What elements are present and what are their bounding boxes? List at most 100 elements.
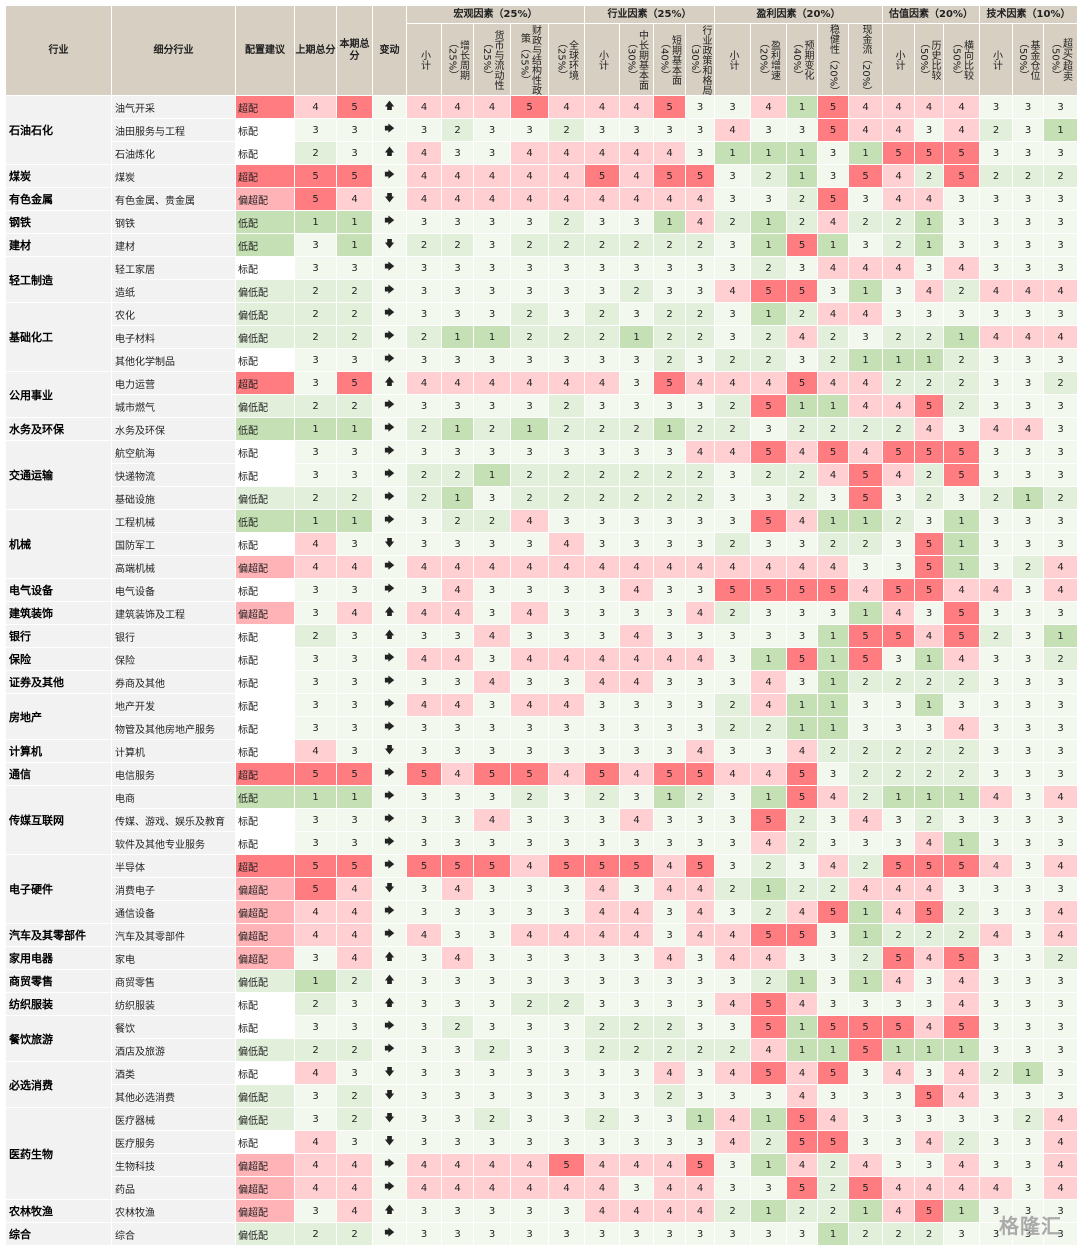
prev-score: 3 <box>295 119 337 141</box>
factor-score: 5 <box>751 1062 787 1084</box>
factor-score: 3 <box>549 1085 585 1107</box>
table-row: 半导体 超配 5 5 🡆 5 5 5 4 5 5 5 4 5 3 2 3 4 2 5 5 5 4 3 4 <box>6 855 1078 878</box>
factor-score: 3 <box>585 119 620 141</box>
factor-score: 3 <box>654 280 686 302</box>
factor-score: 2 <box>883 924 915 946</box>
factor-score: 4 <box>915 1177 944 1199</box>
factor-score: 4 <box>883 1177 915 1199</box>
factor-score: 4 <box>849 878 883 900</box>
factor-score: 4 <box>654 947 686 969</box>
change-right-arrow-icon: 🡆 <box>373 211 407 233</box>
factor-score: 4 <box>549 533 585 555</box>
factor-score: 3 <box>442 786 474 808</box>
factor-score: 2 <box>620 418 654 440</box>
factor-score: 3 <box>620 1108 654 1130</box>
factor-score: 2 <box>715 211 751 233</box>
table-row: 物管及其他房地产服务 标配 3 3 🡆 3 3 3 3 3 3 3 3 3 2 2 1 1 3 3 3 4 3 3 3 <box>6 717 1078 740</box>
factor-score: 3 <box>511 1039 549 1061</box>
factor-score: 5 <box>751 441 787 463</box>
factor-score: 3 <box>585 602 620 624</box>
factor-score: 3 <box>511 878 549 900</box>
factor-score: 4 <box>751 671 787 693</box>
change-up-arrow-icon: 🡅 <box>373 372 407 394</box>
curr-score: 3 <box>337 533 373 555</box>
factor-score: 1 <box>849 280 883 302</box>
factor-score: 3 <box>944 418 980 440</box>
factor-score: 4 <box>407 602 442 624</box>
factor-score: 3 <box>980 303 1013 325</box>
factor-score: 4 <box>751 1039 787 1061</box>
factor-score: 3 <box>549 1108 585 1130</box>
factor-score: 3 <box>980 763 1013 785</box>
table-row: 药品 偏超配 4 4 🡆 4 4 4 4 4 4 3 4 4 3 3 5 2 5 4 4 4 4 3 4 <box>6 1177 1078 1200</box>
factor-score: 3 <box>980 832 1013 854</box>
sub-industry-label: 电商 <box>112 786 236 808</box>
factor-score: 3 <box>654 832 686 854</box>
factor-score: 4 <box>407 1177 442 1199</box>
change-right-arrow-icon: 🡆 <box>373 165 407 187</box>
factor-score: 3 <box>511 1108 549 1130</box>
factor-score: 2 <box>849 211 883 233</box>
factor-score: 2 <box>474 418 511 440</box>
factor-score: 3 <box>715 510 751 532</box>
factor-score: 1 <box>474 464 511 486</box>
table-row: 煤炭 超配 5 5 🡆 4 4 4 4 4 5 4 5 5 3 2 1 3 5 4 2 5 2 2 2 <box>6 165 1078 188</box>
factor-score: 3 <box>474 694 511 716</box>
factor-score: 5 <box>944 441 980 463</box>
table-row: 其他化学制品 标配 3 3 🡆 3 3 3 3 3 3 3 2 3 2 2 3 2 1 1 1 2 3 3 3 <box>6 349 1078 372</box>
factor-score: 4 <box>915 625 944 647</box>
factor-score: 3 <box>751 533 787 555</box>
factor-subheader: 超买/超卖（50%） <box>1044 24 1078 96</box>
change-right-arrow-icon: 🡆 <box>373 1223 407 1245</box>
prev-score: 3 <box>295 441 337 463</box>
factor-score: 2 <box>980 1062 1013 1084</box>
factor-score: 4 <box>980 418 1013 440</box>
factor-score: 4 <box>915 1016 944 1038</box>
factor-score: 5 <box>511 96 549 118</box>
factor-score: 5 <box>849 1016 883 1038</box>
sub-industry-label: 银行 <box>112 625 236 647</box>
industry-label: 电气设备 <box>6 579 112 602</box>
factor-score: 3 <box>818 142 849 164</box>
factor-score: 3 <box>883 809 915 831</box>
factor-score: 2 <box>980 625 1013 647</box>
factor-score: 5 <box>787 1108 818 1130</box>
factor-score: 3 <box>442 717 474 739</box>
factor-subheader-label: 全球环境（25%） <box>555 38 578 81</box>
industry-label: 汽车及其零部件 <box>6 924 112 947</box>
factor-score: 3 <box>715 326 751 348</box>
recommendation-badge: 标配 <box>236 648 295 670</box>
prev-score: 4 <box>295 96 337 118</box>
factor-score: 1 <box>751 1154 787 1176</box>
factor-score: 1 <box>944 1039 980 1061</box>
sub-industry-label: 其他化学制品 <box>112 349 236 371</box>
recommendation-badge: 标配 <box>236 625 295 647</box>
factor-subheader-label: 超买/超卖（50%） <box>1049 37 1072 82</box>
factor-score: 2 <box>915 165 944 187</box>
factor-score: 3 <box>585 1131 620 1153</box>
factor-score: 4 <box>407 694 442 716</box>
factor-subheader-label: 现金流（20%） <box>860 24 871 97</box>
factor-score: 4 <box>751 556 787 578</box>
factor-score: 4 <box>686 1200 715 1222</box>
factor-score: 4 <box>849 441 883 463</box>
factor-score: 5 <box>944 855 980 877</box>
recommendation-badge: 标配 <box>236 1062 295 1084</box>
factor-score: 2 <box>849 947 883 969</box>
factor-score: 3 <box>442 1039 474 1061</box>
factor-score: 4 <box>818 211 849 233</box>
factor-score: 3 <box>474 234 511 256</box>
factor-score: 3 <box>474 349 511 371</box>
prev-score: 4 <box>295 924 337 946</box>
factor-subheader: 小计 <box>883 24 915 96</box>
factor-score: 5 <box>654 372 686 394</box>
factor-score: 3 <box>686 671 715 693</box>
factor-score: 3 <box>1013 717 1044 739</box>
curr-score: 3 <box>337 740 373 762</box>
table-row: 航空航海 标配 3 3 🡆 3 3 3 3 3 3 3 3 4 4 5 4 5 4 5 5 5 3 3 3 <box>6 441 1078 464</box>
recommendation-badge: 标配 <box>236 1016 295 1038</box>
factor-score: 1 <box>474 326 511 348</box>
prev-score: 3 <box>295 1016 337 1038</box>
factor-score: 3 <box>883 648 915 670</box>
factor-score: 3 <box>787 1223 818 1245</box>
